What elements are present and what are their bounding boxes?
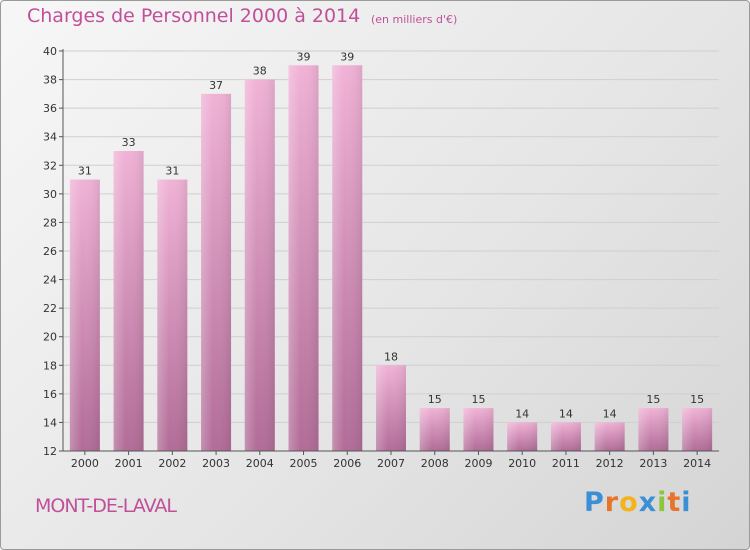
logo-letter: P: [584, 487, 605, 518]
y-tick-label: 18: [43, 359, 57, 372]
y-tick-label: 28: [43, 216, 57, 229]
bar-shade: [419, 408, 450, 451]
x-tick-label: 2014: [683, 457, 711, 470]
bar-shade: [113, 151, 144, 451]
bar-shade: [201, 93, 232, 451]
x-tick-label: 2010: [508, 457, 536, 470]
value-labels: 31 33 31 37 38 39 39 18 15 15 14 14 14 15 15: [78, 50, 704, 420]
y-tick-label: 34: [43, 131, 57, 144]
x-tick-label: 2000: [71, 457, 99, 470]
data-label: 33: [122, 136, 136, 149]
logo-letter: r: [604, 487, 620, 518]
logo-letter: x: [638, 487, 658, 518]
city-name: MONT-DE-LAVAL: [35, 495, 177, 517]
data-label: 15: [428, 393, 442, 406]
proxiti-logo: Proxiti: [584, 487, 692, 518]
bar-shade: [682, 408, 713, 451]
y-tick-label: 24: [43, 274, 57, 287]
y-tick-label: 20: [43, 331, 57, 344]
data-label: 15: [690, 393, 704, 406]
data-label: 14: [559, 407, 573, 420]
axes: 12 14 16 18 20 22 24 26 28 30 32 34 36 38 40 2000 2001 20…: [43, 45, 719, 470]
y-tick-label: 26: [43, 245, 57, 258]
y-tick-label: 40: [43, 45, 57, 58]
x-tick-label: 2008: [421, 457, 449, 470]
x-tick-label: 2004: [246, 457, 274, 470]
bar-shade: [507, 422, 538, 451]
y-tick-label: 12: [43, 445, 57, 458]
chart-subtitle: (en milliers d'€): [371, 13, 458, 26]
bar-shade: [550, 422, 581, 451]
x-tick-label: 2009: [464, 457, 492, 470]
x-tick-label: 2002: [158, 457, 186, 470]
y-tick-label: 32: [43, 159, 57, 172]
x-tick-label: 2003: [202, 457, 230, 470]
bar-shade: [288, 65, 319, 452]
data-label: 39: [297, 50, 311, 63]
chart-title: Charges de Personnel 2000 à 2014: [27, 5, 361, 27]
bar-shade: [157, 179, 188, 452]
x-tick-label: 2006: [333, 457, 361, 470]
data-label: 18: [384, 350, 398, 363]
data-label: 37: [209, 79, 223, 92]
data-label: 39: [340, 50, 354, 63]
y-tick-label: 30: [43, 188, 57, 201]
y-tick-label: 38: [43, 74, 57, 87]
bar-shade: [638, 408, 669, 451]
data-label: 38: [253, 65, 267, 78]
data-label: 14: [603, 407, 617, 420]
x-tick-label: 2007: [377, 457, 405, 470]
logo-letter: i: [657, 487, 668, 518]
logo-letter: i: [681, 487, 692, 518]
logo-letter: t: [667, 487, 682, 518]
data-label: 15: [471, 393, 485, 406]
bar-shade: [376, 365, 406, 451]
data-label: 31: [165, 165, 179, 178]
y-tick-label: 14: [43, 416, 57, 429]
bar-shade: [69, 179, 100, 452]
y-tick-label: 22: [43, 302, 57, 315]
x-tick-label: 2013: [639, 457, 667, 470]
x-tick-label: 2005: [290, 457, 318, 470]
bar-shade: [463, 408, 494, 451]
x-tick-label: 2012: [596, 457, 624, 470]
y-tick-label: 36: [43, 102, 57, 115]
data-label: 14: [515, 407, 529, 420]
logo-letter: o: [619, 487, 639, 518]
data-label: 31: [78, 165, 92, 178]
bar-shade: [594, 422, 625, 451]
x-tick-label: 2011: [552, 457, 580, 470]
x-tick-label: 2001: [115, 457, 143, 470]
y-tick-label: 16: [43, 388, 57, 401]
bars: [69, 65, 713, 452]
data-label: 15: [646, 393, 660, 406]
bar-shade: [332, 65, 363, 452]
bar-shade: [244, 79, 275, 452]
